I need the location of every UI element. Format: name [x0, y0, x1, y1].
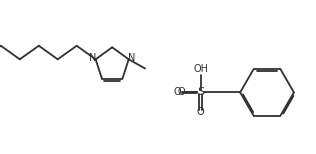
Text: O: O: [177, 87, 185, 97]
Text: OH: OH: [193, 64, 208, 74]
Text: O: O: [174, 87, 181, 97]
Text: N: N: [128, 53, 136, 63]
Text: S: S: [197, 87, 204, 97]
Text: N: N: [89, 53, 96, 63]
Text: O: O: [197, 107, 204, 117]
